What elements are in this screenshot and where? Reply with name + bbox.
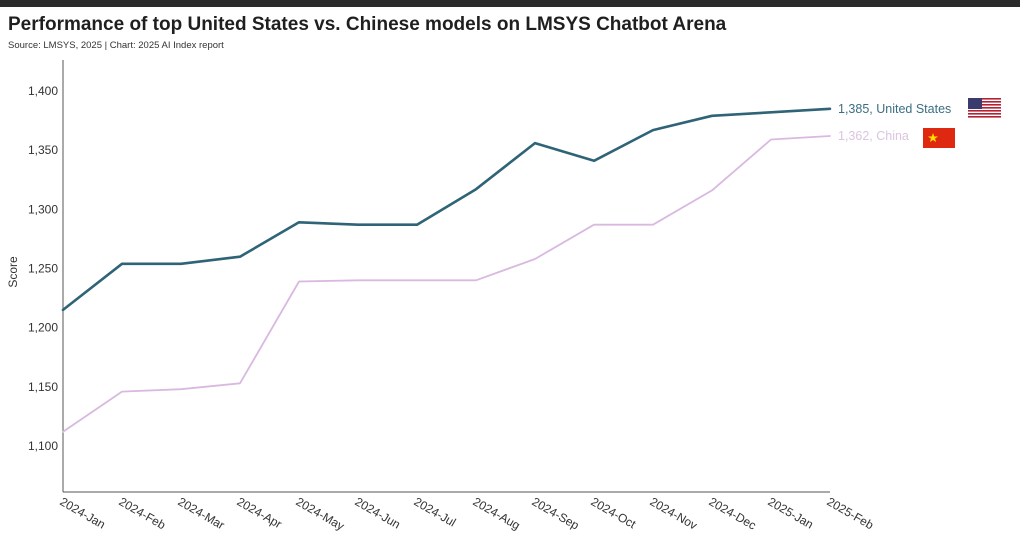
end-label-united-states: 1,385, United States [838, 102, 951, 116]
us-flag-icon [968, 98, 1001, 119]
x-tick-label: 2024-Feb [117, 494, 169, 532]
top-bar [0, 0, 1020, 7]
x-tick-label: 2024-Apr [235, 494, 285, 531]
end-label-china: 1,362, China [838, 129, 909, 143]
x-tick-label: 2024-Jan [58, 494, 108, 531]
y-tick-label: 1,100 [28, 439, 58, 453]
x-tick-label: 2024-Jul [412, 494, 459, 529]
y-tick-label: 1,200 [28, 321, 58, 335]
x-tick-label: 2024-Aug [471, 494, 523, 532]
series-line-united-states [61, 107, 832, 312]
x-tick-label: 2024-Jun [353, 494, 403, 531]
y-tick-label: 1,300 [28, 202, 58, 216]
x-tick-label: 2024-May [294, 494, 347, 533]
series-line-china [62, 135, 831, 433]
y-tick-label: 1,400 [28, 84, 58, 98]
x-tick-label: 2025-Jan [766, 494, 816, 531]
y-axis-label: Score [6, 256, 20, 288]
chart-title: Performance of top United States vs. Chi… [8, 14, 727, 35]
x-tick-label: 2024-Nov [648, 494, 700, 532]
chart-source: Source: LMSYS, 2025 | Chart: 2025 AI Ind… [8, 40, 224, 51]
y-tick-label: 1,250 [28, 262, 58, 276]
x-tick-label: 2024-Mar [176, 494, 227, 532]
y-tick-label: 1,350 [28, 143, 58, 157]
x-tick-label: 2024-Dec [707, 494, 759, 532]
x-tick-label: 2024-Oct [589, 494, 639, 531]
x-tick-label: 2024-Sep [530, 494, 582, 532]
y-tick-label: 1,150 [28, 380, 58, 394]
x-tick-label: 2025-Feb [825, 494, 877, 532]
china-flag-icon [923, 128, 955, 148]
